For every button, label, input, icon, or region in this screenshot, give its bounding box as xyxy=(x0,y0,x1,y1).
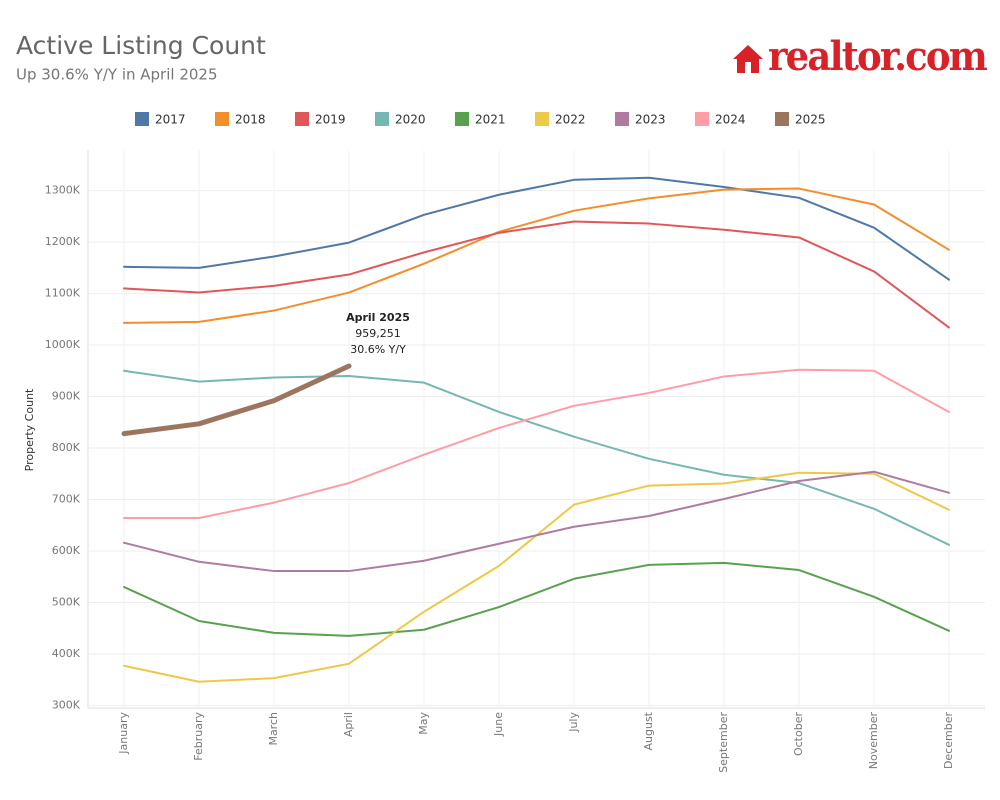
chart-title: Active Listing Count xyxy=(16,31,266,60)
legend-label: 2017 xyxy=(155,113,186,127)
y-tick-label: 1200K xyxy=(45,235,81,248)
series-line xyxy=(123,470,950,573)
legend-swatch xyxy=(375,112,389,126)
legend-swatch xyxy=(775,112,789,126)
legend-label: 2023 xyxy=(635,113,666,127)
y-tick-label: 900K xyxy=(52,390,81,403)
x-tick-label: August xyxy=(642,711,655,750)
x-tick-label: February xyxy=(192,712,205,761)
legend-label: 2022 xyxy=(555,113,586,127)
annotation-value: 959,251 xyxy=(355,327,401,340)
legend-label: 2019 xyxy=(315,113,346,127)
x-tick-label: June xyxy=(492,712,505,737)
y-axis-label: Property Count xyxy=(23,388,36,471)
x-tick-label: April xyxy=(342,712,355,737)
series-line xyxy=(123,176,950,281)
series-line xyxy=(123,561,950,637)
logo-icon xyxy=(733,45,763,73)
series-line xyxy=(123,369,950,546)
x-tick-label: March xyxy=(267,712,280,746)
x-tick-label: January xyxy=(117,712,130,755)
legend-swatch xyxy=(135,112,149,126)
series-line xyxy=(123,471,950,683)
y-tick-label: 1300K xyxy=(45,184,81,197)
x-tick-label: September xyxy=(717,712,730,773)
y-tick-label: 500K xyxy=(52,595,81,608)
x-tick-label: July xyxy=(567,712,580,733)
legend-swatch xyxy=(535,112,549,126)
legend-label: 2020 xyxy=(395,113,426,127)
legend-label: 2018 xyxy=(235,113,266,127)
series-line xyxy=(123,368,950,520)
y-tick-label: 400K xyxy=(52,647,81,660)
legend-swatch xyxy=(695,112,709,126)
annotation-title: April 2025 xyxy=(346,311,410,324)
legend-label: 2021 xyxy=(475,113,506,127)
logo: realtor.com xyxy=(768,33,988,80)
legend-label: 2024 xyxy=(715,113,746,127)
chart-subtitle: Up 30.6% Y/Y in April 2025 xyxy=(16,66,218,84)
series-line xyxy=(123,220,950,329)
legend-swatch xyxy=(455,112,469,126)
legend-label: 2025 xyxy=(795,113,826,127)
legend-swatch xyxy=(615,112,629,126)
legend-swatch xyxy=(295,112,309,126)
y-tick-label: 700K xyxy=(52,493,81,506)
legend-swatch xyxy=(215,112,229,126)
series-line xyxy=(121,363,352,437)
y-tick-label: 800K xyxy=(52,441,81,454)
x-tick-label: November xyxy=(867,712,880,770)
x-tick-label: October xyxy=(792,712,805,756)
y-tick-label: 300K xyxy=(52,698,81,711)
y-tick-label: 1000K xyxy=(45,338,81,351)
series-line xyxy=(123,187,950,324)
y-tick-label: 600K xyxy=(52,544,81,557)
y-tick-label: 1100K xyxy=(45,287,81,300)
annotation-change: 30.6% Y/Y xyxy=(350,343,406,356)
x-tick-label: December xyxy=(942,712,955,770)
x-tick-label: May xyxy=(417,712,430,735)
